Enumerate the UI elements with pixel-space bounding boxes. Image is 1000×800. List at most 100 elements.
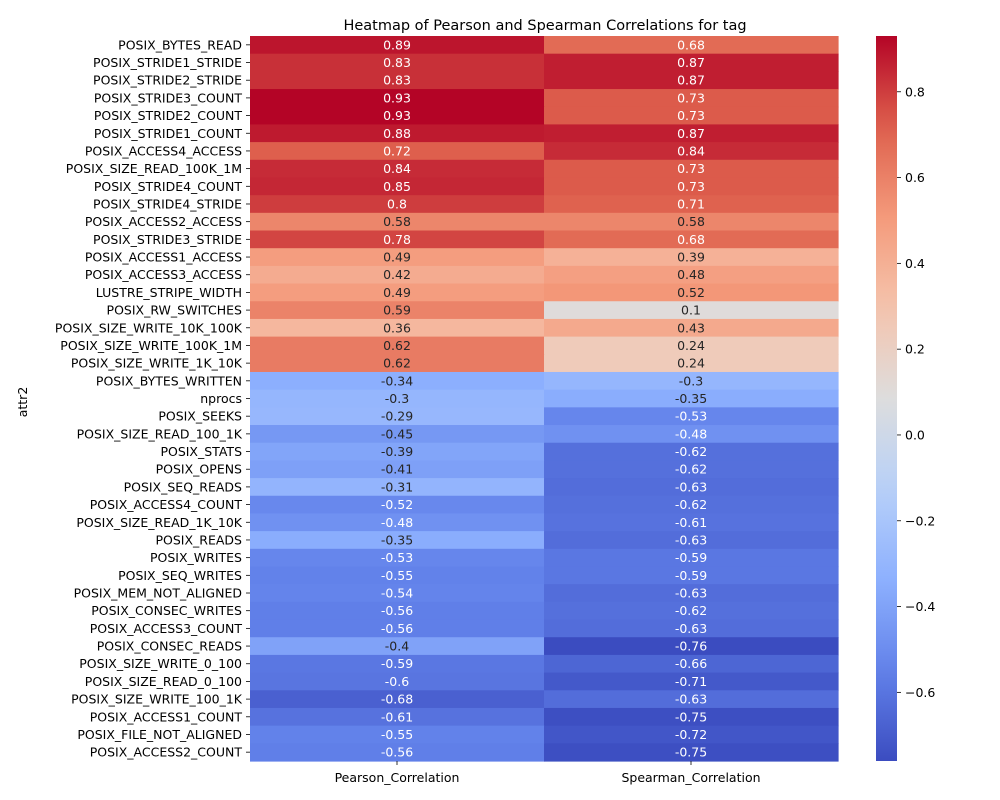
heatmap-cell xyxy=(250,371,545,391)
heatmap-cell xyxy=(544,531,839,550)
cell-value-label: -0.48 xyxy=(675,426,707,441)
cell-value-label: -0.41 xyxy=(381,462,413,477)
row-tick-label: POSIX_STRIDE3_STRIDE xyxy=(93,232,242,247)
cell-value-label: 0.93 xyxy=(383,108,411,123)
cell-value-label: 0.1 xyxy=(681,303,701,318)
row-tick-label: POSIX_STRIDE4_STRIDE xyxy=(93,196,242,211)
cell-value-label: -0.4 xyxy=(385,639,409,654)
cell-value-label: 0.62 xyxy=(383,356,411,371)
heatmap-cell xyxy=(544,743,839,762)
colorbar-tick-label: 0.8 xyxy=(905,84,925,99)
row-tick-label: POSIX_SIZE_WRITE_1K_10K xyxy=(71,356,243,371)
cell-value-label: 0.68 xyxy=(677,232,705,247)
cell-value-label: -0.63 xyxy=(675,621,707,636)
cell-value-label: 0.83 xyxy=(383,55,411,70)
cell-value-label: 0.68 xyxy=(677,37,705,52)
cell-value-label: -0.54 xyxy=(381,586,413,601)
row-tick-label: LUSTRE_STRIPE_WIDTH xyxy=(96,285,242,300)
heatmap-cell xyxy=(544,177,839,196)
row-tick-label: POSIX_SIZE_WRITE_0_100 xyxy=(79,656,242,671)
cell-value-label: 0.73 xyxy=(677,90,705,105)
heatmap-cell-labels: 0.89 0.68 0.83 0.87 0.83 0.87 0.93 0.73 0.93 0.73… xyxy=(381,37,707,759)
cell-value-label: -0.56 xyxy=(381,603,413,618)
heatmap-cell xyxy=(544,548,839,568)
cell-value-label: -0.63 xyxy=(675,586,707,601)
cell-value-label: 0.49 xyxy=(383,250,411,265)
row-tick-label: POSIX_SIZE_WRITE_100K_1M xyxy=(60,338,242,353)
heatmap-cell xyxy=(250,584,545,603)
cell-value-label: 0.73 xyxy=(677,161,705,176)
cell-value-label: 0.84 xyxy=(383,161,411,176)
heatmap-cell xyxy=(544,478,839,497)
heatmap-cell xyxy=(544,460,839,479)
cell-value-label: -0.55 xyxy=(381,568,413,583)
cell-value-label: 0.43 xyxy=(677,320,705,335)
colorbar-tick-label: 0.4 xyxy=(905,256,925,271)
heatmap-cells xyxy=(250,36,839,762)
row-tick-label: POSIX_STRIDE4_COUNT xyxy=(94,179,243,194)
row-tick-label: POSIX_SEQ_WRITES xyxy=(118,568,242,583)
heatmap-cell xyxy=(250,442,545,461)
cell-value-label: 0.87 xyxy=(677,126,705,141)
heatmap-cell xyxy=(544,354,839,373)
row-tick-label: POSIX_SEEKS xyxy=(158,409,242,424)
heatmap-cell xyxy=(544,265,839,285)
row-tick-label: POSIX_ACCESS2_ACCESS xyxy=(85,214,242,229)
heatmap-cell xyxy=(250,124,545,143)
cell-value-label: -0.35 xyxy=(675,391,707,406)
heatmap-cell xyxy=(250,336,545,355)
row-tick-label: POSIX_ACCESS3_ACCESS xyxy=(85,267,242,282)
heatmap-cell xyxy=(250,619,545,638)
cell-value-label: 0.59 xyxy=(383,303,411,318)
heatmap-cell xyxy=(544,336,839,355)
cell-value-label: 0.83 xyxy=(383,73,411,88)
heatmap-cell xyxy=(544,707,839,727)
row-tick-label: POSIX_SIZE_READ_100_1K xyxy=(77,426,243,441)
heatmap-cell xyxy=(250,566,545,585)
heatmap-cell xyxy=(250,230,545,249)
cell-value-label: -0.66 xyxy=(675,656,707,671)
cell-value-label: 0.88 xyxy=(383,126,411,141)
row-tick-label: POSIX_ACCESS2_COUNT xyxy=(90,745,243,760)
heatmap-cell xyxy=(250,743,545,762)
cell-value-label: 0.48 xyxy=(677,267,705,282)
heatmap-cell xyxy=(250,707,545,727)
cell-value-label: -0.45 xyxy=(381,426,413,441)
row-tick-label: POSIX_STRIDE1_COUNT xyxy=(94,126,243,141)
cell-value-label: -0.56 xyxy=(381,745,413,760)
colorbar-tick-label: −0.2 xyxy=(905,513,935,528)
heatmap-cell xyxy=(250,142,545,161)
row-tick-label: POSIX_ACCESS4_ACCESS xyxy=(85,143,242,158)
cell-value-label: -0.62 xyxy=(675,603,707,618)
cell-value-label: -0.63 xyxy=(675,532,707,547)
heatmap-cell xyxy=(250,106,545,126)
heatmap-cell xyxy=(250,159,545,179)
y-axis-label: attr2 xyxy=(15,387,30,418)
colorbar-tick-label: 0.0 xyxy=(905,427,925,442)
heatmap-cell xyxy=(250,654,545,674)
heatmap-cell xyxy=(250,548,545,568)
heatmap-cell xyxy=(544,89,839,108)
cell-value-label: -0.34 xyxy=(381,373,413,388)
heatmap-cell xyxy=(544,601,839,621)
heatmap-cell xyxy=(250,177,545,196)
colorbar-tick-label: 0.6 xyxy=(905,170,925,185)
cell-value-label: -0.29 xyxy=(381,409,413,424)
cell-value-label: -0.71 xyxy=(675,674,707,689)
cell-value-label: 0.58 xyxy=(677,214,705,229)
row-tick-label: POSIX_CONSEC_READS xyxy=(97,639,242,654)
cell-value-label: -0.75 xyxy=(675,709,707,724)
heatmap-cell xyxy=(250,478,545,497)
cell-value-label: 0.85 xyxy=(383,179,411,194)
row-tick-label: POSIX_STATS xyxy=(160,444,242,459)
heatmap-cell xyxy=(250,690,545,709)
heatmap-cell xyxy=(250,212,545,232)
heatmap-cell xyxy=(544,566,839,585)
heatmap-cell xyxy=(250,53,545,72)
cell-value-label: 0.87 xyxy=(677,55,705,70)
row-tick-label: POSIX_SIZE_READ_1K_10K xyxy=(76,515,242,530)
cell-value-label: -0.31 xyxy=(381,479,413,494)
heatmap-cell xyxy=(250,601,545,621)
cell-value-label: 0.72 xyxy=(383,143,411,158)
cell-value-label: -0.53 xyxy=(381,550,413,565)
